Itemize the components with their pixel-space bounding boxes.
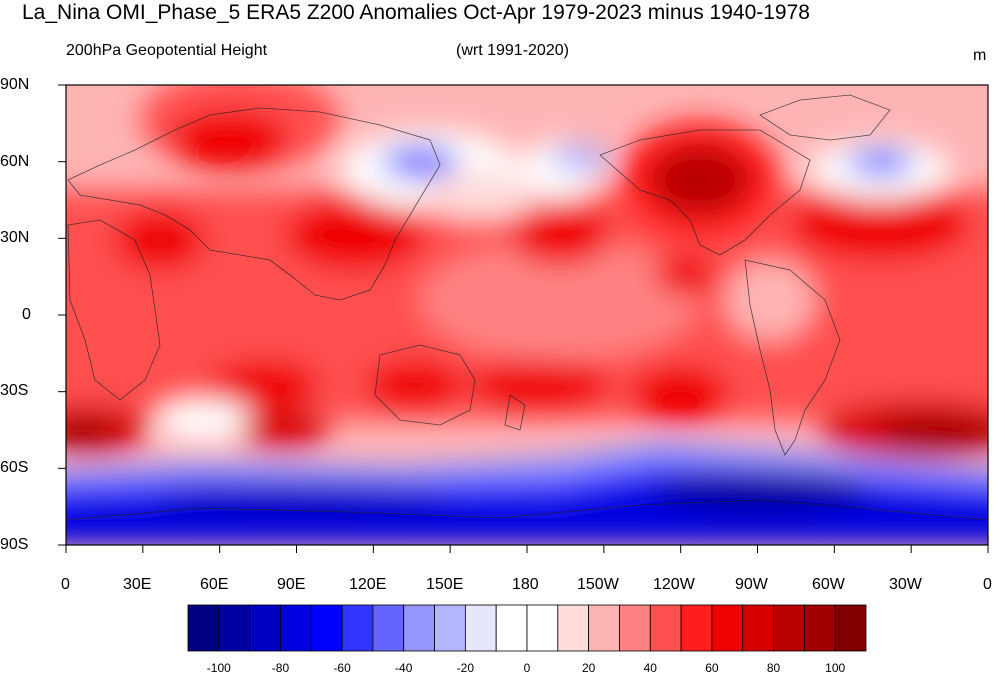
colorbar-swatch: [249, 604, 281, 652]
colorbar-swatch: [619, 604, 651, 652]
lat-label-eq: 0: [22, 306, 31, 323]
colorbar-tick-label: 60: [705, 661, 719, 675]
colorbar-swatch: [464, 604, 497, 652]
lon-label-150e: 150E: [426, 576, 464, 593]
lon-label-0: 0: [61, 576, 70, 593]
lon-label-180: 180: [512, 576, 539, 593]
colorbar-tick-label: 0: [523, 661, 531, 675]
lon-label-30e: 30E: [123, 576, 152, 593]
coastlines: [66, 94, 988, 521]
lon-label-60w: 60W: [812, 576, 845, 593]
reference-period-subtitle: (wrt 1991-2020): [456, 42, 569, 59]
colorbar-swatch: [557, 604, 590, 652]
colorbar-swatch: [495, 604, 528, 652]
lon-label-120w: 120W: [653, 576, 695, 593]
lon-label-90w: 90W: [735, 576, 768, 593]
colorbar-tick-label: -80: [271, 661, 290, 675]
colorbar-tick-label: -40: [395, 661, 413, 675]
lon-label-120e: 120E: [349, 576, 387, 593]
lon-label-90e: 90E: [277, 576, 306, 593]
colorbar-swatch: [187, 604, 220, 652]
lon-label-0-end: 0: [983, 576, 992, 593]
lat-label-90s: 90S: [0, 536, 29, 553]
axis-ticks: [58, 84, 989, 553]
colorbar-tick-label: 20: [581, 661, 596, 675]
lat-label-60s: 60S: [0, 459, 29, 476]
colorbar-tick-label: 40: [643, 661, 657, 675]
colorbar-swatch: [588, 604, 620, 652]
lat-label-30n: 30N: [0, 229, 30, 246]
lon-label-60e: 60E: [200, 576, 229, 593]
colorbar: [187, 604, 867, 652]
lon-label-30w: 30W: [889, 576, 922, 593]
lat-label-60n: 60N: [0, 153, 30, 170]
figure-title: La_Nina OMI_Phase_5 ERA5 Z200 Anomalies …: [22, 1, 810, 24]
colorbar-swatch: [803, 604, 836, 652]
colorbar-swatch: [403, 604, 435, 652]
colorbar-tick-label: 100: [825, 661, 846, 675]
colorbar-swatch: [773, 604, 805, 652]
colorbar-swatch: [341, 604, 374, 652]
colorbar-swatch: [526, 604, 559, 652]
variable-subtitle: 200hPa Geopotential Height: [66, 42, 268, 59]
lon-label-150w: 150W: [577, 576, 619, 593]
lat-label-30s: 30S: [0, 382, 29, 399]
lat-label-90n: 90N: [0, 76, 30, 93]
colorbar-swatch: [280, 604, 312, 652]
colorbar-swatch: [310, 604, 343, 652]
colorbar-tick-label: -60: [333, 661, 351, 675]
colorbar-tick-label: 80: [766, 661, 781, 675]
colorbar-swatch: [711, 604, 744, 652]
colorbar-swatch: [834, 604, 867, 652]
anomaly-field: [66, 85, 988, 545]
colorbar-swatch: [372, 604, 405, 652]
colorbar-swatch: [434, 604, 466, 652]
units-label: m: [973, 47, 987, 64]
colorbar-tick-label: -100: [206, 661, 231, 675]
colorbar-swatch: [680, 604, 713, 652]
colorbar-swatch: [742, 604, 774, 652]
colorbar-tick-label: -20: [456, 661, 475, 675]
colorbar-swatch: [218, 604, 251, 652]
colorbar-swatch: [649, 604, 682, 652]
